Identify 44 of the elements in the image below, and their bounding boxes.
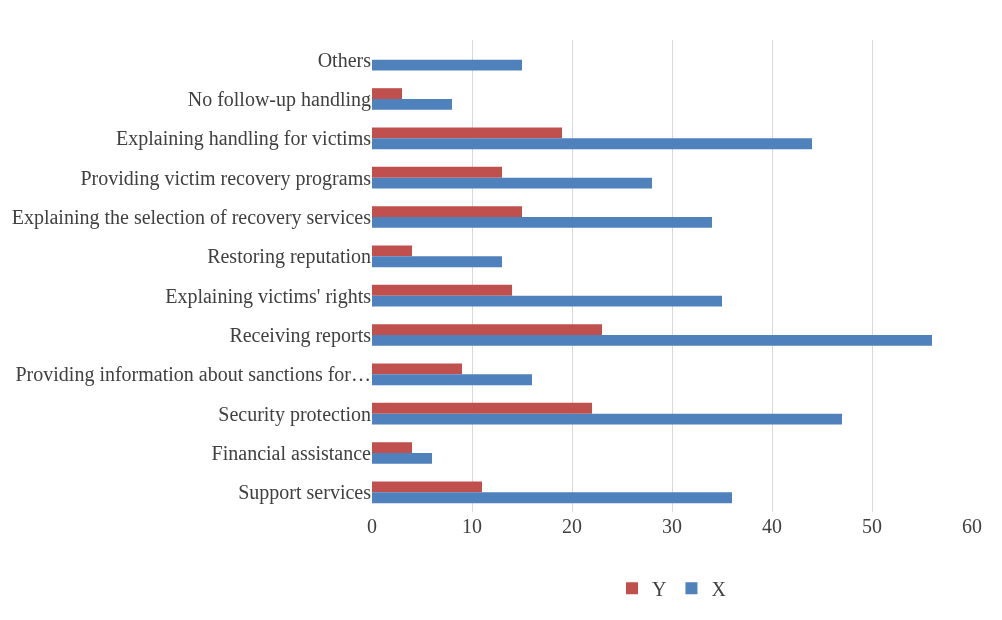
bar [372,363,462,375]
bar [372,284,512,296]
y-tick-label: Explaining victims' rights [165,284,372,308]
y-tick-label: No follow-up handling [187,88,371,111]
bar [372,453,432,464]
bar [372,99,452,110]
x-tick-label: 10 [462,515,482,537]
y-tick-label: Providing information about sanctions for… [15,363,371,387]
y-tick-label: Explaining the selection of recovery services [11,206,372,229]
bar [372,256,502,268]
bar [372,402,592,414]
y-tick-label: Financial assistance [211,442,372,464]
bar [372,127,562,139]
y-tick-label: Receiving reports [229,324,372,347]
bar [372,166,502,178]
y-tick-label: Providing victim recovery programs [80,166,372,190]
bar [372,138,812,150]
legend-label: Y [652,577,667,600]
bar [372,217,712,228]
x-tick-label: 20 [562,515,582,537]
x-tick-label: 40 [762,515,782,537]
y-tick-label: Others [317,48,372,71]
y-tick-label: Support services [238,481,372,505]
legend-label: X [711,577,727,600]
bar [372,295,722,307]
bar [372,442,412,453]
bar [372,481,482,493]
bar [372,59,522,71]
x-tick-label: 50 [862,515,882,537]
y-tick-label: Security protection [218,402,371,426]
bar [372,492,732,504]
x-tick-label: 0 [367,515,377,537]
y-tick-label: Restoring reputation [207,245,371,269]
bar [372,324,602,335]
bar [372,206,522,217]
x-tick-label: 60 [962,515,982,537]
x-tick-label: 30 [662,515,682,537]
y-tick-label: Explaining handling for victims [116,127,372,151]
bar [372,88,402,99]
bar [372,413,842,425]
bar [372,177,652,189]
bar [372,374,532,386]
bar [372,245,412,257]
bar [372,335,932,346]
